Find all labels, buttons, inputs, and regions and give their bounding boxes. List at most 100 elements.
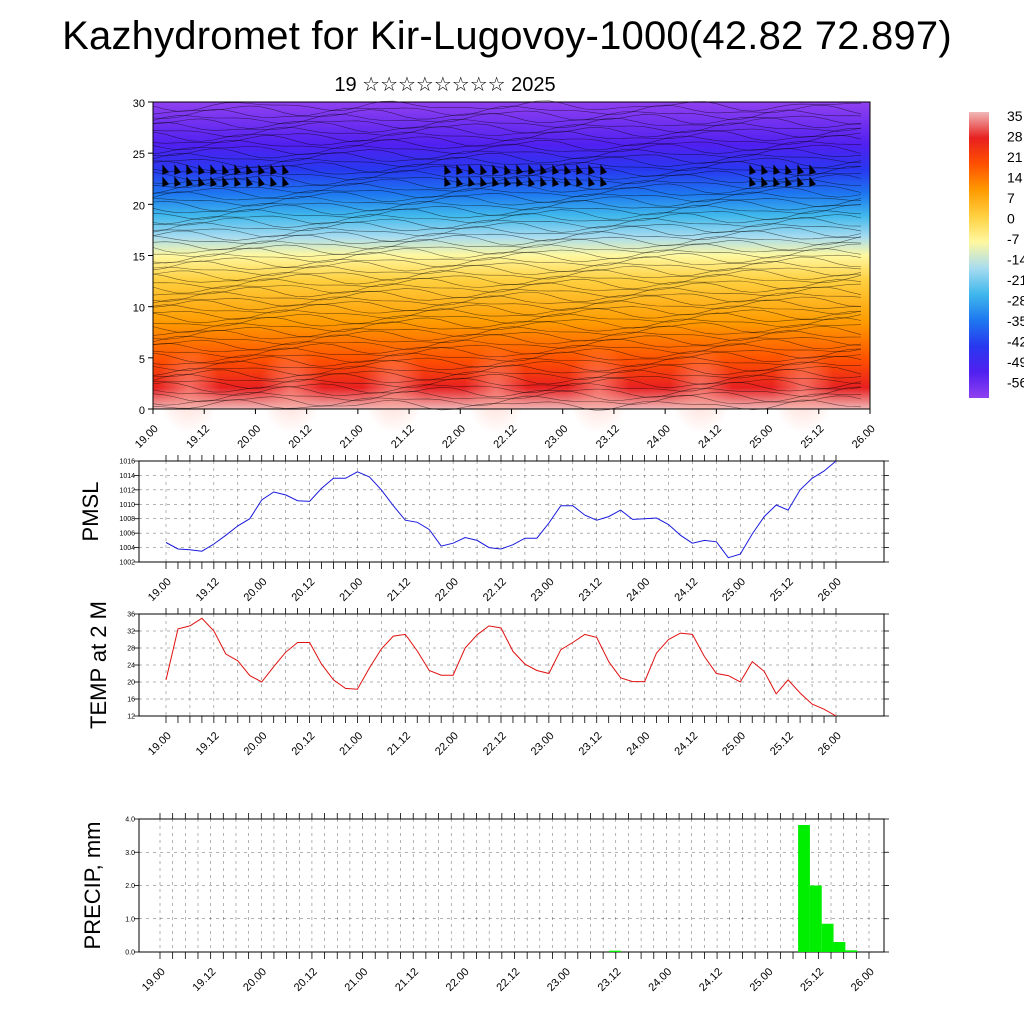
- y-tick-label: 24: [127, 663, 135, 670]
- wind-barb: [492, 176, 499, 187]
- x-tick-label: 25.00: [720, 730, 748, 758]
- x-tick-label: 22.12: [494, 966, 522, 994]
- colorbar-label: 35: [1007, 108, 1023, 124]
- wind-line: [152, 316, 862, 329]
- pmsl-panel: 1002 1004 1006 1008 1010 1012 1014 1016 19.00 19.…: [78, 455, 889, 604]
- wind-barb: [809, 176, 816, 187]
- x-tick-label: 26.00: [816, 730, 844, 758]
- ticks: [134, 813, 889, 959]
- x-tick-label: 26.00: [850, 423, 878, 451]
- wind-barb: [468, 164, 475, 175]
- x-tick-label: 21.00: [337, 730, 365, 758]
- x-tick-label: 22.00: [433, 576, 461, 604]
- wind-line: [152, 273, 862, 286]
- colorbar-label: -14: [1007, 252, 1024, 268]
- wind-field-lines: [152, 100, 862, 411]
- wind-line: [152, 191, 862, 203]
- wind-barb: [492, 164, 499, 175]
- wind-line: [152, 347, 862, 359]
- wind-line: [152, 147, 862, 160]
- wind-line: [152, 130, 862, 143]
- wind-barb: [468, 176, 475, 187]
- wind-barb: [258, 176, 265, 187]
- wind-line: [152, 182, 862, 194]
- wind-barb: [749, 176, 756, 187]
- colorbar-label: 0: [1007, 211, 1015, 227]
- wind-barb: [773, 176, 780, 187]
- y-tick-label: 32: [127, 629, 135, 636]
- wind-line: [152, 386, 862, 398]
- ticks: [134, 455, 889, 569]
- x-tick-label: 19.00: [133, 423, 161, 451]
- wind-line: [152, 213, 862, 225]
- wind-barb: [576, 176, 583, 187]
- wind-barb: [480, 164, 487, 175]
- x-tick-label: 24.12: [697, 966, 725, 994]
- wind-line: [152, 360, 861, 372]
- wind-barb: [270, 176, 277, 187]
- wind-barb: [246, 176, 253, 187]
- wind-barb: [456, 176, 463, 187]
- y-tick-label: 4.0: [125, 817, 135, 824]
- grid: [139, 818, 884, 953]
- wind-line: [152, 282, 862, 294]
- wind-line: [152, 143, 862, 155]
- wind-line: [152, 230, 862, 242]
- colorbar-label: 14: [1007, 170, 1023, 186]
- wind-barb: [282, 164, 289, 175]
- x-tick-label: 20.12: [289, 730, 317, 758]
- wind-barb: [797, 176, 804, 187]
- wind-line: [152, 186, 862, 199]
- x-tick-label: 19.12: [191, 966, 219, 994]
- y-tick-label: 36: [127, 612, 135, 619]
- x-tick-label: 23.00: [529, 730, 557, 758]
- x-tick-label: 22.12: [481, 576, 509, 604]
- series-line: [165, 617, 837, 717]
- wind-barb: [444, 164, 451, 175]
- x-tick-label: 23.00: [529, 576, 557, 604]
- x-tick-label: 25.12: [768, 730, 796, 758]
- wind-line: [152, 160, 862, 173]
- y-axis-label: PRECIP, mm: [80, 822, 105, 950]
- precip-bar: [821, 923, 834, 952]
- wind-line: [152, 351, 862, 364]
- x-tick-label: 25.12: [798, 966, 826, 994]
- y-axis-label: TEMP at 2 M: [86, 601, 111, 729]
- colorbar-label: -21: [1007, 272, 1024, 288]
- wind-line: [152, 342, 862, 355]
- y-tick-label: 1.0: [125, 916, 135, 923]
- x-tick-label: 21.12: [385, 730, 413, 758]
- x-tick-label: 24.12: [672, 576, 700, 604]
- colorbar-ramp: [969, 112, 989, 398]
- chart-subtitle: 19 ☆☆☆☆☆☆☆☆ 2025: [334, 74, 556, 96]
- wind-line: [152, 264, 862, 277]
- wind-line: [152, 338, 862, 350]
- wind-line: [152, 394, 862, 407]
- x-tick-label: 24.12: [672, 730, 700, 758]
- x-tick-label: 23.12: [577, 730, 605, 758]
- x-tick-label: 26.00: [816, 576, 844, 604]
- wind-line: [152, 243, 862, 255]
- warm-cell: [464, 344, 529, 434]
- colorbar-label: 21: [1007, 149, 1023, 165]
- x-tick-label: 19.12: [194, 576, 222, 604]
- wind-line: [152, 195, 862, 208]
- wind-barb: [576, 164, 583, 175]
- wind-barb: [552, 176, 559, 187]
- y-tick-label: 10: [133, 303, 145, 315]
- precip-bar: [833, 942, 846, 952]
- y-tick-label: 3.0: [125, 850, 135, 857]
- precip-bar: [609, 950, 621, 952]
- x-tick-label: 21.00: [338, 423, 366, 451]
- y-tick-label: 20: [127, 680, 135, 687]
- wind-barbs: [162, 164, 816, 187]
- wind-barb: [564, 176, 571, 187]
- colorbar-label: 28: [1007, 129, 1023, 145]
- x-tick-label: 20.12: [292, 966, 320, 994]
- colorbar-label: -35: [1007, 313, 1024, 329]
- wind-line: [152, 200, 862, 212]
- wind-barb: [504, 164, 511, 175]
- wind-barb: [761, 176, 768, 187]
- wind-line: [152, 117, 862, 130]
